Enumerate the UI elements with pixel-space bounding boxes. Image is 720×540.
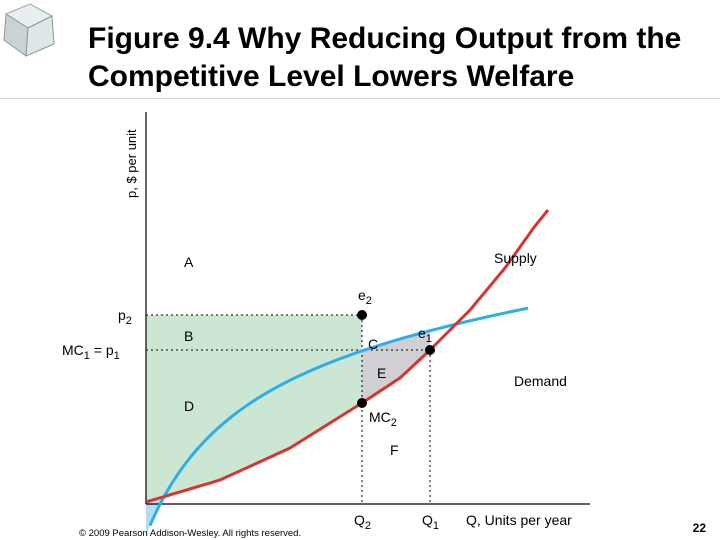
label-e1: e1 — [418, 325, 432, 345]
region-d — [146, 350, 362, 502]
page-number: 22 — [692, 521, 706, 535]
label-region-e: E — [377, 365, 386, 381]
region-b — [146, 315, 362, 350]
title-divider — [0, 98, 720, 99]
x-tick-q1: Q1 — [422, 512, 439, 532]
region-c — [362, 315, 430, 351]
label-supply: Supply — [494, 250, 537, 266]
label-demand: Demand — [514, 373, 567, 389]
label-region-c: C — [368, 336, 378, 352]
y-tick-p2: p2 — [118, 307, 132, 327]
slide-title: Figure 9.4 Why Reducing Output from the … — [88, 22, 682, 93]
point-e1 — [425, 345, 435, 355]
x-axis-label: Q, Units per year — [466, 512, 572, 528]
label-region-b: B — [184, 328, 193, 344]
y-tick-mc1-p1: MC1 = p1 — [62, 342, 120, 362]
point-e2 — [357, 310, 367, 320]
label-region-f: F — [390, 442, 399, 458]
copyright-notice: © 2009 Pearson Addison-Wesley. All right… — [79, 528, 302, 539]
y-axis-label: p, $ per unit — [124, 129, 139, 198]
demand-curve — [148, 306, 529, 527]
supply-curve — [145, 209, 550, 504]
point-mc2 — [357, 398, 367, 408]
label-e2: e2 — [358, 287, 372, 307]
x-tick-q2: Q2 — [354, 512, 371, 532]
ice-cube-logo — [0, 0, 60, 60]
label-mc2: MC2 — [369, 409, 397, 429]
label-region-a: A — [184, 254, 194, 270]
region-e — [362, 350, 430, 403]
label-region-d: D — [184, 398, 194, 414]
